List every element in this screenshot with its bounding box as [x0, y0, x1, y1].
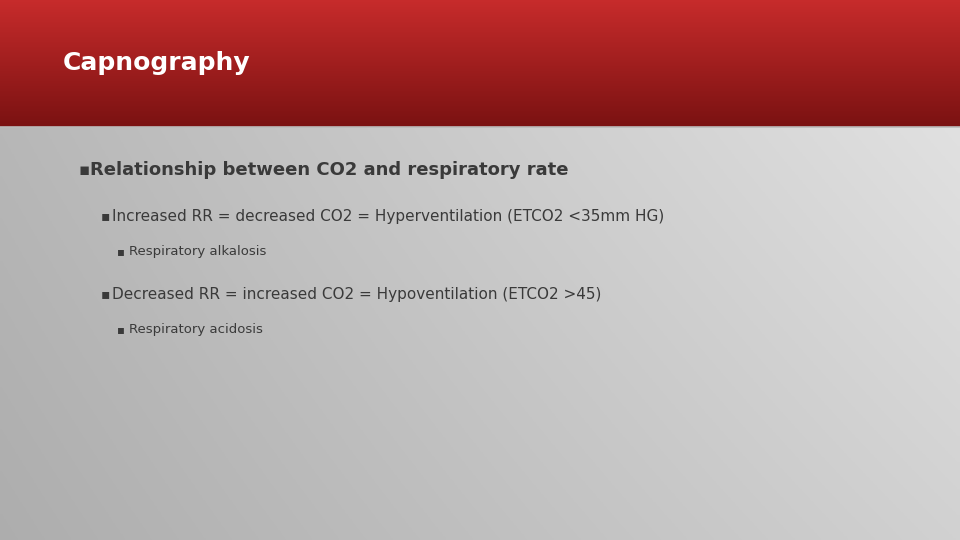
- Text: ▪: ▪: [101, 287, 110, 301]
- Text: ▪: ▪: [117, 323, 125, 336]
- Text: ▪: ▪: [117, 245, 125, 258]
- Text: Increased RR = decreased CO2 = Hyperventilation (ETCO2 <35mm HG): Increased RR = decreased CO2 = Hypervent…: [112, 208, 664, 224]
- Text: Respiratory alkalosis: Respiratory alkalosis: [129, 245, 266, 258]
- Text: Capnography: Capnography: [62, 51, 250, 76]
- Text: ▪: ▪: [79, 161, 90, 179]
- Text: Respiratory acidosis: Respiratory acidosis: [129, 323, 262, 336]
- Text: Relationship between CO2 and respiratory rate: Relationship between CO2 and respiratory…: [90, 161, 568, 179]
- Text: Decreased RR = increased CO2 = Hypoventilation (ETCO2 >45): Decreased RR = increased CO2 = Hypoventi…: [112, 287, 602, 302]
- Text: ▪: ▪: [101, 209, 110, 223]
